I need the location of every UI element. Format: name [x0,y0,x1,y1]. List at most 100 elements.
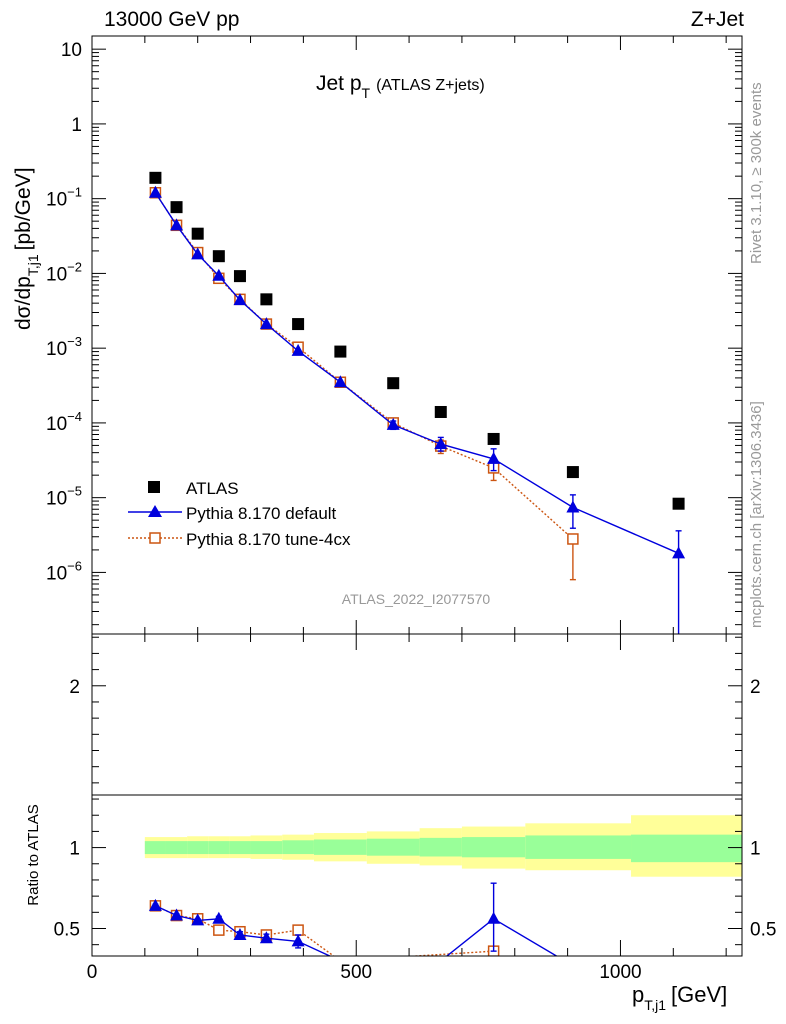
x-tick-label: 1000 [599,962,641,983]
main-y-tick-exponent: −4 [67,409,82,424]
chart-title: Jet pT (ATLAS Z+jets) [316,72,485,101]
atlas-point [334,345,347,358]
x-label-unit: [GeV] [671,982,727,1007]
ratio-tune4cx-point [213,924,225,936]
ratio-band-stat [313,839,367,855]
ratio-band-stat [229,841,251,855]
ratio-band-stat [250,841,283,855]
main-y-tick-exponent: −2 [67,259,82,274]
atlas-point [191,227,204,240]
main-y-tick-mantissa: 10 [46,414,67,435]
atlas-point [434,405,447,418]
chart-title-main: Jet p [316,72,362,95]
ratio-default-line [155,905,558,956]
ratio-frame [91,633,743,957]
legend-default-marker [148,505,162,517]
chart-title-suffix: (ATLAS Z+jets) [376,77,485,94]
default-point [333,375,347,388]
tune4cx-line [154,192,574,540]
main-y-label-main: dσ/dp [12,276,35,330]
main-y-tick-label: 1 [71,115,82,136]
main-y-tick-label: 10−3 [46,334,82,360]
ratio-default-point [487,911,501,924]
header-left: 13000 GeV pp [104,8,239,31]
main-y-tick-exponent: −1 [67,185,82,200]
ratio-tune4cx-line [155,905,494,956]
ratio-band-stat [461,837,526,858]
ratio-y-tick-label: 1 [69,839,80,860]
default-point [170,218,184,231]
x-label-sub: T,j1 [644,997,666,1013]
atlas-point [170,201,183,214]
ratio-y-tick-label-right: 2 [750,677,761,698]
mcplots-label: mcplots.cern.ch [arXiv:1306.3436] [748,401,765,628]
default-point [233,293,247,306]
ratio-ticks [91,634,742,956]
chart-title-sub: T [362,85,371,101]
atlas-point [672,497,685,510]
main-y-tick-mantissa: 10 [46,190,67,211]
ratio-panel: 0.5 0.5 1 1 2 2 0 500 1000 Ratio to ATLAS pT,j1 [… [25,633,777,1013]
ratio-band-stat [165,841,188,855]
legend-default-label: Pythia 8.170 default [186,504,337,523]
default-point [386,417,400,430]
default-point [434,437,448,450]
main-y-tick-exponent: −5 [67,484,82,499]
atlas-point [566,466,579,479]
legend-atlas-marker [148,481,160,493]
ratio-default-point [291,934,305,947]
legend-tune-label: Pythia 8.170 tune-4cx [186,530,351,549]
main-y-tick-label: 10−6 [46,558,82,584]
ratio-tune4cx-point [292,924,304,936]
main-y-tick-exponent: −6 [67,558,82,573]
analysis-id: ATLAS_2022_I2077570 [342,591,491,607]
atlas-point [487,432,500,445]
ratio-y-tick-label-right: 1 [750,839,761,860]
default-point [212,268,226,281]
x-tick-label: 500 [340,962,372,983]
main-y-label-sub: T,j1 [25,254,41,276]
atlas-point [260,293,273,306]
x-axis-label: pT,j1 [GeV] [632,982,727,1013]
main-ticks [91,36,742,634]
ratio-tick-labels: 0.5 0.5 1 1 2 2 0 500 1000 [54,677,777,983]
ratio-band-stat [631,834,742,863]
atlas-point [233,270,246,283]
atlas-point [212,250,225,263]
ratio-default-point [212,911,226,924]
main-y-tick-mantissa: 1 [71,115,82,136]
main-y-tick-mantissa: 10 [46,264,67,285]
ratio-default-point [148,898,162,911]
x-tick-label: 0 [87,962,98,983]
default-point [487,451,501,464]
ratio-band-stat [144,841,166,855]
ratio-y-tick-label: 0.5 [54,919,80,940]
main-y-label-unit: [pb/GeV] [12,167,35,250]
legend-atlas-label: ATLAS [186,479,239,498]
header-right: Z+Jet [691,8,744,31]
main-y-tick-label: 10−5 [46,484,82,510]
default-point [291,343,305,356]
main-y-tick-mantissa: 10 [46,339,67,360]
main-y-tick-label: 10−4 [46,409,82,435]
ratio-band-stat [525,835,632,859]
main-y-tick-label: 10−1 [46,185,82,211]
atlas-point [149,171,162,184]
ratio-y-tick-label-right: 0.5 [750,919,776,940]
default-point [259,317,273,330]
default-line [154,192,679,554]
default-point [566,500,580,513]
ratio-band-stat [282,840,314,855]
ratio-y-tick-label: 2 [69,677,80,698]
ratio-default-point [191,913,205,926]
ratio-band-stat [187,841,209,855]
ratio-default-point [233,927,247,940]
atlas-point [292,318,305,331]
ratio-series [148,882,558,956]
atlas-point [387,377,400,390]
ratio-band-stat [419,837,462,857]
default-point [148,185,162,198]
rivet-label: Rivet 3.1.10, ≥ 300k events [748,82,765,264]
